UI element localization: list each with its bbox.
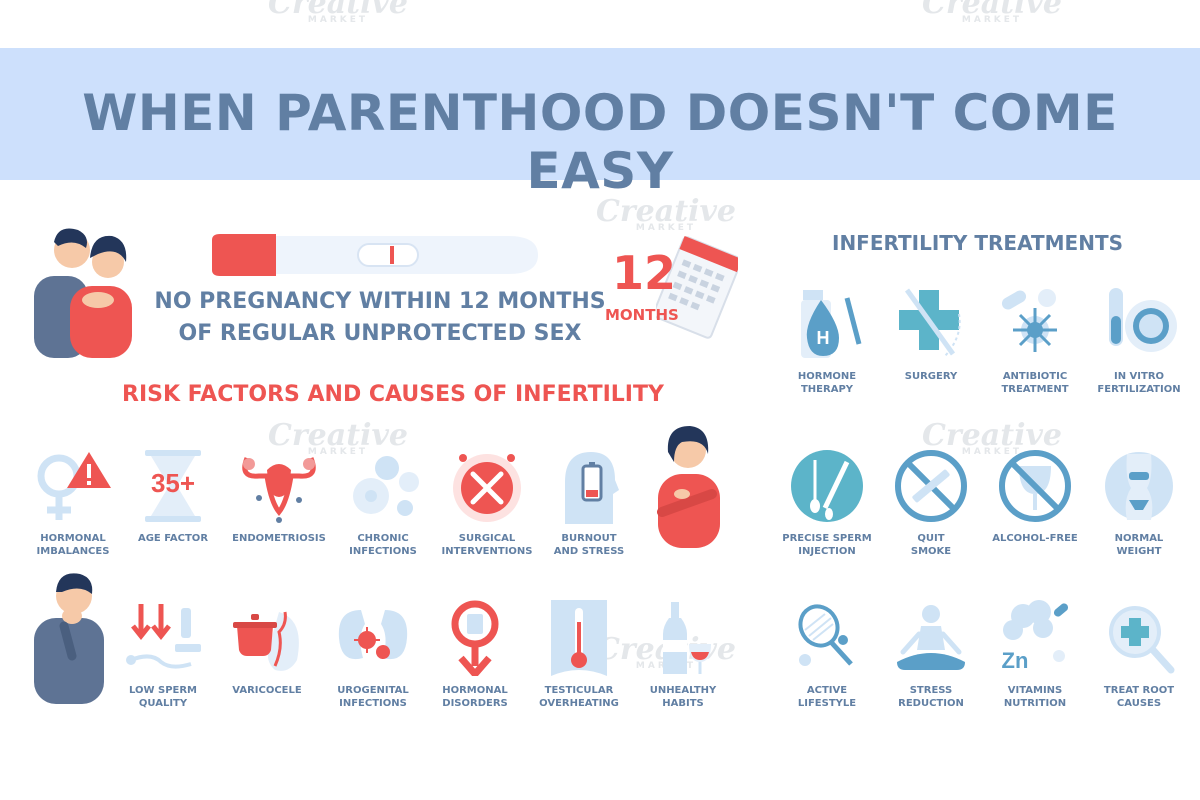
- pot-vein-icon: [233, 611, 299, 671]
- treatment-item-hormone-therapy: H HORMONE THERAPY: [772, 286, 882, 396]
- no-smoking-icon: [895, 450, 967, 522]
- zinc-symbol: Zn: [1002, 648, 1029, 673]
- treatment-item-root-causes: TREAT ROOT CAUSES: [1084, 600, 1194, 710]
- risk-label: UROGENITAL INFECTIONS: [337, 685, 409, 709]
- risk-item-endometriosis: ENDOMETRIOSIS: [224, 448, 334, 545]
- magnifier-cross-icon: [1109, 606, 1175, 674]
- risk-label: HORMONAL DISORDERS: [442, 685, 508, 709]
- risk-item-unhealthy-habits: UNHEALTHY HABITS: [628, 600, 738, 710]
- female-sign-warning-icon: [37, 452, 111, 520]
- risk-item-hormonal-disorders: HORMONAL DISORDERS: [420, 600, 530, 710]
- treatment-label: ALCOHOL-FREE: [992, 533, 1078, 544]
- treatment-label: PRECISE SPERM INJECTION: [782, 533, 872, 557]
- calendar-number: 12: [612, 246, 677, 300]
- pregnancy-test-icon: [212, 234, 538, 276]
- male-sign-icon: [451, 600, 499, 676]
- calendar-icon: [656, 235, 738, 339]
- thermometer-icon: [551, 600, 607, 676]
- treatment-label: STRESS REDUCTION: [898, 685, 964, 709]
- microscope-sperm-icon: [126, 604, 201, 669]
- risk-label: UNHEALTHY HABITS: [649, 685, 717, 709]
- risk-label: CHRONIC INFECTIONS: [349, 533, 417, 557]
- risk-label: VARICOCELE: [232, 685, 302, 696]
- risk-item-burnout-stress: BURNOUT AND STRESS: [534, 448, 644, 558]
- treatment-label: NORMAL WEIGHT: [1114, 533, 1164, 557]
- risk-item-chronic-infections: CHRONIC INFECTIONS: [328, 448, 438, 558]
- risk-label: BURNOUT AND STRESS: [553, 533, 625, 557]
- risk-label: HORMONAL IMBALANCES: [36, 533, 110, 557]
- hormone-symbol: H: [817, 328, 830, 348]
- treatment-item-ivf: IN VITRO FERTILIZATION: [1084, 286, 1194, 396]
- meditation-icon: [897, 605, 965, 670]
- risk-label: AGE FACTOR: [137, 533, 209, 544]
- treatment-item-antibiotic: ANTIBIOTIC TREATMENT: [980, 286, 1090, 396]
- treatment-label: SURGERY: [904, 371, 958, 382]
- risk-item-low-sperm-quality: LOW SPERM QUALITY: [108, 600, 218, 710]
- couple-illustration: [34, 228, 132, 358]
- no-alcohol-icon: [999, 450, 1071, 522]
- test-tube-egg-icon: [1109, 288, 1177, 352]
- cross-scalpel-icon: [899, 288, 961, 357]
- page-title: WHEN PARENTHOOD DOESN'T COME EASY: [82, 84, 1118, 200]
- risk-label: LOW SPERM QUALITY: [128, 685, 198, 709]
- racket-icon: [798, 604, 853, 666]
- treatment-item-normal-weight: NORMAL WEIGHT: [1084, 448, 1194, 558]
- title-banner: WHEN PARENTHOOD DOESN'T COME EASY: [0, 48, 1200, 200]
- treatment-item-alcohol-free: ALCOHOL-FREE: [980, 448, 1090, 545]
- treatment-label: ANTIBIOTIC TREATMENT: [1001, 371, 1069, 395]
- risk-label: TESTICULAR OVERHEATING: [539, 685, 619, 709]
- risk-item-testicular-overheating: TESTICULAR OVERHEATING: [524, 600, 634, 710]
- treatment-label: HORMONE THERAPY: [797, 371, 857, 395]
- treatment-item-sperm-injection: PRECISE SPERM INJECTION: [772, 448, 882, 558]
- treatment-item-surgery: SURGERY: [876, 286, 986, 383]
- broccoli-zn-icon: Zn: [1002, 600, 1069, 673]
- intro-line-2: OF REGULAR UNPROTECTED SEX: [178, 321, 582, 346]
- surgical-tools-icon: [453, 454, 521, 522]
- risk-item-urogenital-infections: UROGENITAL INFECTIONS: [318, 600, 428, 710]
- treatment-label: IN VITRO FERTILIZATION: [1097, 371, 1181, 395]
- low-battery-head-icon: [565, 452, 619, 524]
- risk-label: ENDOMETRIOSIS: [232, 533, 326, 544]
- calendar-label: MONTHS: [605, 306, 679, 324]
- risk-factors-title: RISK FACTORS AND CAUSES OF INFERTILITY: [122, 382, 664, 407]
- uterus-icon: [242, 457, 316, 523]
- intro-line-1: NO PREGNANCY WITHIN 12 MONTHS: [154, 289, 606, 314]
- bottle-glass-icon: [663, 602, 711, 674]
- sperm-injection-icon: [791, 450, 863, 522]
- hourglass-35-icon: 35+: [145, 450, 201, 522]
- woman-thinking-illustration: [657, 426, 720, 548]
- treatment-label: TREAT ROOT CAUSES: [1103, 685, 1175, 709]
- risk-item-age-factor: 35+ AGE FACTOR: [118, 448, 228, 545]
- treatment-item-active-lifestyle: ACTIVE LIFESTYLE: [772, 600, 882, 710]
- risk-item-hormonal-imbalances: HORMONAL IMBALANCES: [18, 448, 128, 558]
- treatment-item-vitamins: Zn VITAMINS NUTRITION: [980, 600, 1090, 710]
- age-value: 35+: [151, 468, 195, 498]
- treatment-item-stress-reduction: STRESS REDUCTION: [876, 600, 986, 710]
- intro-text: NO PREGNANCY WITHIN 12 MONTHS OF REGULAR…: [150, 286, 610, 350]
- treatment-label: VITAMINS NUTRITION: [1003, 685, 1067, 709]
- hormone-drop-syringe-icon: H: [801, 290, 862, 358]
- man-worried-illustration: [34, 573, 104, 704]
- treatment-label: ACTIVE LIFESTYLE: [797, 685, 857, 709]
- risk-item-surgical-interventions: SURGICAL INTERVENTIONS: [432, 448, 542, 558]
- risk-label: SURGICAL INTERVENTIONS: [441, 533, 533, 557]
- pills-virus-icon: [1001, 289, 1057, 352]
- treatment-label: QUIT SMOKE: [910, 533, 952, 557]
- risk-item-varicocele: VARICOCELE: [212, 600, 322, 697]
- kidneys-virus-icon: [338, 610, 408, 660]
- treatments-title: INFERTILITY TREATMENTS: [832, 231, 1123, 255]
- bacteria-icon: [353, 456, 419, 516]
- treatment-item-quit-smoke: QUIT SMOKE: [876, 448, 986, 558]
- body-silhouette-icon: [1105, 452, 1173, 520]
